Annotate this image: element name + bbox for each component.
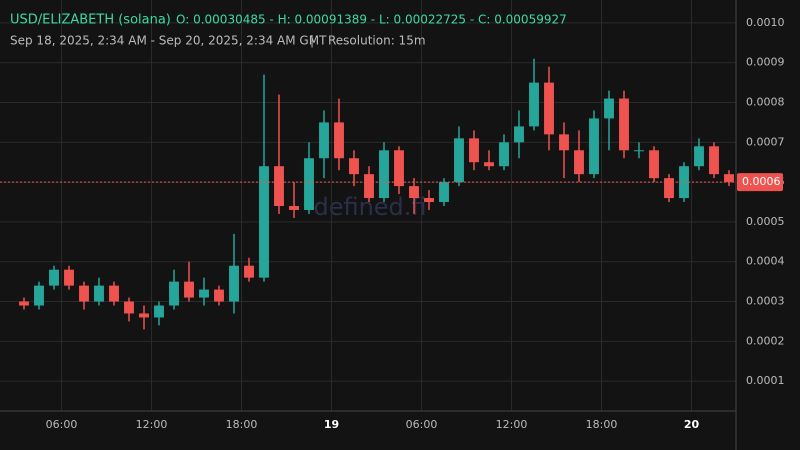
candle-body bbox=[469, 138, 479, 163]
y-tick-label: 0.0008 bbox=[746, 96, 785, 109]
y-tick-label: 0.0010 bbox=[746, 16, 785, 29]
x-tick-label: 18:00 bbox=[226, 418, 258, 431]
x-tick-label: 19 bbox=[324, 418, 339, 431]
candle-body bbox=[274, 166, 284, 207]
x-tick-label: 06:00 bbox=[406, 418, 438, 431]
candle-body bbox=[544, 82, 554, 135]
y-tick-label: 0.0007 bbox=[746, 135, 785, 148]
candle-body bbox=[574, 150, 584, 175]
candle-body bbox=[649, 150, 659, 179]
candle-body bbox=[409, 186, 419, 199]
candle-body bbox=[79, 285, 89, 302]
candle-body bbox=[709, 146, 719, 175]
candle-body bbox=[34, 285, 44, 306]
candle-body bbox=[154, 305, 164, 318]
candle-body bbox=[514, 126, 524, 143]
y-tick-label: 0.0003 bbox=[746, 295, 785, 308]
candle-body bbox=[64, 269, 74, 286]
current-price-box bbox=[737, 173, 783, 192]
candle-body bbox=[379, 150, 389, 199]
x-tick-label: 18:00 bbox=[586, 418, 618, 431]
chart-title: USD/ELIZABETH (solana) bbox=[10, 13, 171, 28]
candle-body bbox=[49, 269, 59, 286]
candle-body bbox=[589, 118, 599, 175]
candle-body bbox=[724, 174, 734, 183]
candle-body bbox=[559, 134, 569, 151]
candle-body bbox=[349, 158, 359, 175]
x-tick-label: 06:00 bbox=[46, 418, 78, 431]
y-tick-label: 0.0004 bbox=[746, 255, 785, 268]
y-tick-label: 0.0001 bbox=[746, 374, 785, 387]
candle-body bbox=[439, 182, 449, 203]
candle-body bbox=[304, 158, 314, 210]
subtitle: Sep 18, 2025, 2:34 AM - Sep 20, 2025, 2:… bbox=[10, 34, 327, 48]
candle-body bbox=[109, 285, 119, 302]
candle-body bbox=[604, 98, 614, 119]
candle-body bbox=[424, 198, 434, 203]
plot bbox=[0, 0, 736, 411]
candle-body bbox=[214, 289, 224, 302]
candle-body bbox=[499, 142, 509, 167]
candle-body bbox=[694, 146, 704, 167]
candle-body bbox=[169, 281, 179, 306]
candle-body bbox=[229, 265, 239, 302]
candle-body bbox=[364, 174, 374, 199]
candle-body bbox=[124, 301, 134, 314]
separator: | bbox=[310, 34, 314, 48]
candle-body bbox=[634, 150, 644, 152]
candle-body bbox=[394, 150, 404, 187]
candle-body bbox=[484, 162, 494, 167]
candle-body bbox=[664, 178, 674, 199]
x-tick-label: 12:00 bbox=[496, 418, 528, 431]
y-tick-label: 0.0009 bbox=[746, 56, 785, 69]
candle-body bbox=[184, 281, 194, 298]
resolution: Resolution: 15m bbox=[328, 34, 426, 48]
candle-body bbox=[454, 138, 464, 183]
candle-body bbox=[529, 82, 539, 127]
candle-body bbox=[259, 166, 269, 278]
y-tick-label: 0.0002 bbox=[746, 334, 785, 347]
candle-body bbox=[199, 289, 209, 298]
candle-body bbox=[319, 122, 329, 159]
candle-body bbox=[619, 98, 629, 151]
candle-body bbox=[139, 313, 149, 318]
x-tick-label: 12:00 bbox=[136, 418, 168, 431]
candle-body bbox=[244, 265, 254, 278]
candle-body bbox=[19, 301, 29, 306]
x-tick-label: 20 bbox=[684, 418, 700, 431]
current-price-label: 0.0006 bbox=[742, 175, 781, 188]
y-tick-label: 0.0005 bbox=[746, 215, 785, 228]
ohlc: O: 0.00030485 - H: 0.00091389 - L: 0.000… bbox=[176, 13, 567, 27]
candle-body bbox=[334, 122, 344, 159]
candle-body bbox=[289, 206, 299, 210]
candle-body bbox=[94, 285, 104, 302]
